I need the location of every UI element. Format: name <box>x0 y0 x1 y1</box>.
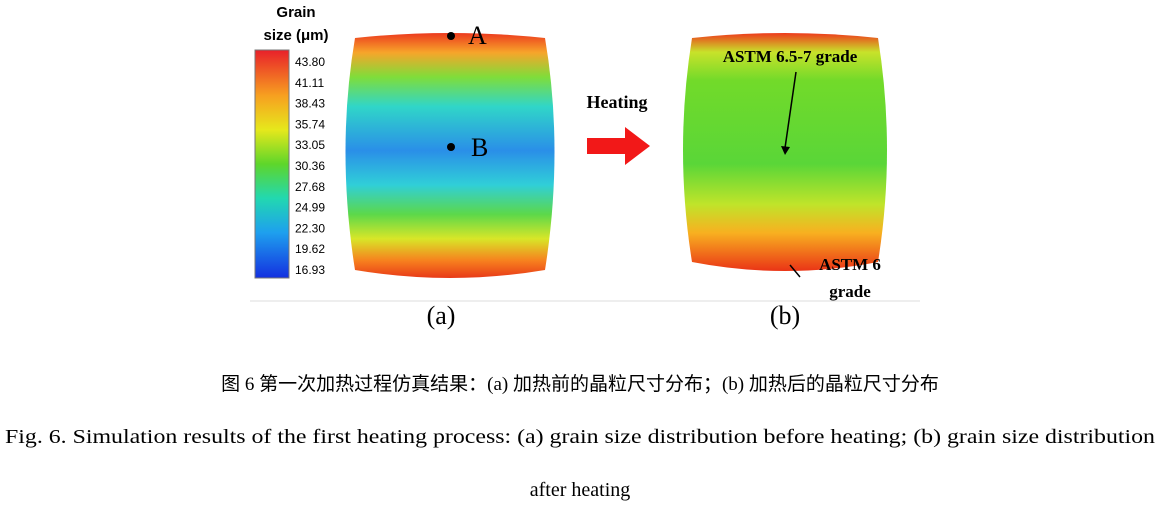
caption-en: Fig. 6. Simulation results of the first … <box>5 426 1155 448</box>
specimen-before <box>345 33 555 278</box>
colorbar-label: 35.74 <box>295 117 325 131</box>
caption-en: after heating <box>530 479 631 501</box>
colorbar-label: 16.93 <box>295 263 325 277</box>
colorbar-label: 19.62 <box>295 242 325 256</box>
caption-zh: 图 6 第一次加热过程仿真结果：(a) 加热前的晶粒尺寸分布；(b) 加热后的晶… <box>221 373 939 395</box>
annotation: grade <box>829 282 871 301</box>
pointer <box>784 71 797 149</box>
heating-arrow <box>587 127 650 165</box>
colorbar-label: 22.30 <box>295 221 325 235</box>
colorbar <box>254 49 290 279</box>
colorbar-title: size (μm) <box>263 27 328 44</box>
colorbar-label: 33.05 <box>295 138 325 152</box>
point-label: B <box>471 133 488 162</box>
point <box>447 143 455 151</box>
colorbar-title: Grain <box>276 4 315 21</box>
annotation: ASTM 6.5-7 grade <box>723 47 858 66</box>
arrow-label: Heating <box>587 92 648 112</box>
panel-label: (b) <box>770 301 800 330</box>
colorbar-label: 41.11 <box>295 76 324 90</box>
pointer-head <box>781 146 790 155</box>
colorbar-label: 27.68 <box>295 180 325 194</box>
pointer <box>789 264 801 278</box>
panel-label: (a) <box>427 301 456 330</box>
colorbar-label: 43.80 <box>295 55 325 69</box>
colorbar-label: 38.43 <box>295 97 325 111</box>
colorbar-label: 30.36 <box>295 159 325 173</box>
point-label: A <box>468 21 487 50</box>
point <box>447 32 455 40</box>
annotation: ASTM 6 <box>819 255 881 274</box>
colorbar-label: 24.99 <box>295 201 325 215</box>
